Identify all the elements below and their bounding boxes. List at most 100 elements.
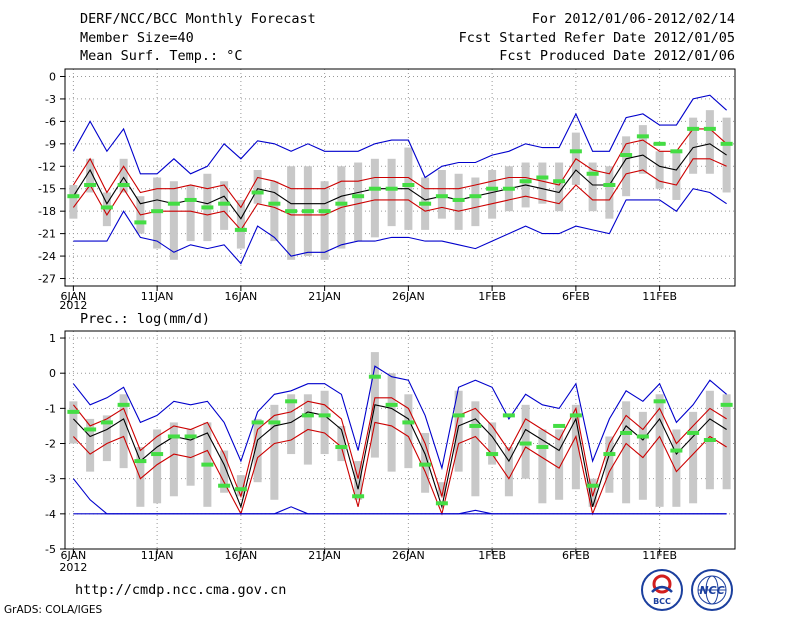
precip-variable-label: Prec.: log(mm/d) (80, 311, 211, 327)
y-tick-label: -4 (45, 508, 56, 521)
ensemble-marker (469, 423, 482, 428)
x-tick-label: 11JAN (141, 290, 174, 303)
x-tick-label: 6FEB (562, 290, 590, 303)
precipitation-chart: 1 0 -1 -2 -3 -4 -5 6JAN 11JAN 16JAN 21JAN 26JAN 1FEB… (45, 330, 736, 574)
x-tick-label: 1FEB (478, 290, 506, 303)
y-tick-label: -3 (45, 93, 56, 106)
y-tick-label: 0 (49, 70, 56, 83)
spread-bar (555, 429, 564, 500)
footer-url[interactable]: http://cmdp.ncc.cma.gov.cn (75, 582, 287, 598)
ensemble-marker (402, 182, 415, 187)
ensemble-marker (636, 434, 649, 439)
ensemble-marker (352, 494, 365, 499)
spread-bar (538, 429, 547, 504)
spread-bar (320, 390, 329, 455)
y-tick-label: -5 (45, 543, 56, 556)
series-line-max (72, 94, 727, 179)
spread-bar (86, 418, 95, 472)
spread-bar (169, 181, 178, 260)
ensemble-marker (536, 175, 549, 180)
spread-bar (471, 401, 480, 497)
plot-frame (64, 330, 736, 550)
ensemble-marker (184, 434, 197, 439)
ensemble-marker (84, 427, 97, 432)
spread-bar (236, 475, 245, 497)
ensemble-marker (703, 126, 716, 131)
spread-bar (387, 158, 396, 227)
ensemble-marker (318, 413, 331, 418)
spread-bar (538, 162, 547, 204)
spread-bar (220, 450, 229, 493)
spread-bar (253, 418, 262, 483)
x-tick-label: 16JAN (224, 290, 257, 303)
ensemble-marker (117, 402, 130, 407)
ensemble-marker (653, 141, 666, 146)
ensemble-marker (519, 441, 532, 446)
x-tick-label: 26JAN (392, 290, 425, 303)
ensemble-marker (435, 501, 448, 506)
ensemble-marker (586, 171, 599, 176)
spread-bar (136, 447, 145, 507)
ensemble-marker (251, 420, 264, 425)
x-tick-label: 26JAN (392, 549, 425, 562)
spread-bar (69, 401, 78, 444)
ensemble-marker (84, 182, 97, 187)
y-tick-label: -2 (45, 438, 56, 451)
ensemble-marker (519, 179, 532, 184)
ensemble-marker (167, 201, 180, 206)
ensemble-marker (603, 452, 616, 457)
ensemble-marker (536, 445, 549, 450)
plot-frame (64, 68, 736, 287)
y-tick-label: -12 (38, 160, 56, 173)
x-tick-label: 11JAN (141, 549, 174, 562)
ensemble-marker (636, 134, 649, 139)
ensemble-marker (553, 423, 566, 428)
spread-bar (102, 415, 111, 462)
ensemble-marker (67, 409, 80, 414)
y-tick-label: -24 (38, 250, 56, 263)
spread-bar (437, 482, 446, 497)
ensemble-marker (335, 445, 348, 450)
x-tick-label: 6FEB (562, 549, 590, 562)
x-year-label: 2012 (59, 299, 87, 312)
x-tick-label: 1FEB (478, 549, 506, 562)
y-tick-label: -15 (38, 183, 56, 196)
spread-bar (689, 117, 698, 174)
ensemble-marker (301, 209, 314, 214)
spread-bar (722, 394, 731, 490)
series-line-mean (73, 404, 727, 509)
ensemble-marker (620, 153, 633, 158)
ensemble-marker (167, 434, 180, 439)
fcst-produced-date: Fcst Produced Date 2012/01/06 (499, 48, 735, 64)
fcst-started-date: Fcst Started Refer Date 2012/01/05 (458, 30, 735, 46)
spread-bar (471, 177, 480, 227)
y-tick-label: -18 (38, 205, 56, 218)
x-year-label: 2012 (59, 561, 87, 574)
ensemble-marker (419, 462, 432, 467)
ensemble-marker (134, 459, 147, 464)
ensemble-marker (100, 420, 113, 425)
bcc-logo: BCC (641, 569, 683, 611)
grads-credit: GrADS: COLA/IGES (4, 604, 103, 616)
spread-bar (588, 478, 597, 507)
ensemble-marker (586, 483, 599, 488)
ensemble-marker (268, 201, 281, 206)
logo-group: BCC NCC (641, 569, 733, 611)
ensemble-marker (67, 194, 80, 199)
y-tick-label: -1 (45, 402, 56, 415)
bcc-logo-text: BCC (653, 597, 671, 606)
spread-bar (555, 162, 564, 212)
x-tick-label: 6JAN (60, 290, 86, 303)
y-tick-label: 0 (49, 367, 56, 380)
spread-bar (186, 184, 195, 242)
ensemble-marker (184, 197, 197, 202)
ensemble-marker (385, 402, 398, 407)
spread-bar (86, 158, 95, 193)
ensemble-marker (687, 430, 700, 435)
ensemble-marker (201, 205, 214, 210)
ensemble-marker (653, 399, 666, 404)
ensemble-marker (670, 448, 683, 453)
spread-bar (705, 110, 714, 174)
spread-bar (622, 401, 631, 504)
